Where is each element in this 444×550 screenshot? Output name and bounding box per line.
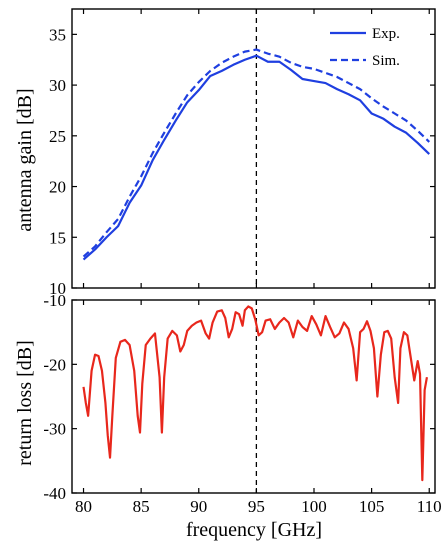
- return-loss-y-axis-label: return loss [dB]: [14, 340, 36, 466]
- return-loss-series-line: [82, 305, 429, 482]
- x-tick-label: 95: [248, 497, 265, 516]
- plot-frame: [71, 299, 436, 494]
- legend-label: Exp.: [372, 26, 400, 42]
- gain-y-axis-label: antenna gain [dB]: [14, 88, 36, 231]
- x-tick-label: 100: [301, 497, 327, 516]
- y-tick-label: -10: [43, 291, 66, 310]
- y-tick-label: 10: [49, 279, 66, 298]
- y-tick-label: 20: [49, 178, 66, 197]
- y-tick-label: -40: [43, 484, 66, 503]
- antenna-gain-plot: 10 15 20 25 30 35 Exp. Sim.: [49, 8, 436, 298]
- y-tick-label: 15: [49, 228, 66, 247]
- x-axis-label: frequency [GHz]: [186, 519, 322, 541]
- y-tick-label: -30: [43, 420, 66, 439]
- y-tick-label: 25: [49, 127, 66, 146]
- y-tick-label: 30: [49, 76, 66, 95]
- x-tick-label: 105: [359, 497, 385, 516]
- y-tick-label: -20: [43, 355, 66, 374]
- x-tick-label: 90: [190, 497, 207, 516]
- x-tick-label: 110: [417, 497, 442, 516]
- exp-series-line: [82, 54, 431, 261]
- x-tick-label: 85: [133, 497, 150, 516]
- legend-label: Sim.: [372, 53, 400, 69]
- sim-series-line: [82, 48, 431, 258]
- x-tick-label: 80: [75, 497, 92, 516]
- return-loss-plot: 80 85 90 95 100 105 110 -40 -30 -20 -10: [43, 291, 441, 516]
- y-tick-label: 35: [49, 25, 66, 44]
- plot-frame: [71, 8, 436, 289]
